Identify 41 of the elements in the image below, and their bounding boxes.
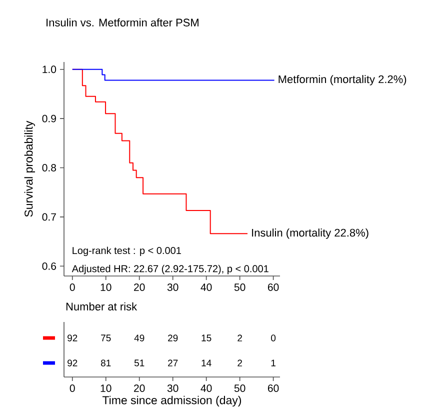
x-tick-label: 40 [200,384,212,392]
data-label: 27 [168,360,178,366]
data-label: 2 [238,334,242,342]
chart-title: Number at risk [66,302,138,310]
x-tick-label: 30 [167,284,178,291]
y-tick-label: 1.0 [42,66,56,74]
x-tick-label: 10 [100,384,112,392]
chart-title: Insulin vs. Metformin after PSM [46,18,198,26]
series-label: Metformin (mortality 2.2%) [278,75,406,86]
data-label: 2 [238,360,242,366]
y-axis-title: Survival probability [24,120,36,217]
x-tick-label: 50 [234,284,246,291]
x-tick-label: 60 [268,284,279,291]
data-label: 29 [168,334,178,342]
x-tick-label: 0 [70,384,75,392]
y-tick-label: 0.8 [42,164,56,172]
y-tick-label: 0.7 [42,213,56,221]
annotation: Log-rank test : p < 0.001 [72,246,181,256]
data-label: 15 [202,334,212,342]
data-label: 0 [271,334,276,342]
data-label: 92 [68,334,78,342]
x-tick-label: 50 [234,384,246,392]
data-label: 92 [68,360,78,366]
x-tick-label: 0 [70,284,75,291]
annotation: Adjusted HR: 22.67 (2.92-175.72), p < 0.001 [72,264,268,274]
x-tick-label: 20 [134,284,145,291]
data-label: 81 [100,360,111,366]
x-tick-label: 40 [200,284,212,291]
x-axis-title: Time since admission (day) [102,396,242,407]
x-tick-label: 10 [100,284,112,291]
data-label: 1 [271,360,276,366]
data-label: 75 [101,334,111,342]
data-label: 51 [134,360,144,366]
y-tick-label: 0.9 [42,114,56,122]
x-tick-label: 30 [167,384,178,392]
series-label: Insulin (mortality 22.8%) [252,228,368,239]
x-tick-label: 20 [134,384,145,392]
data-label: 49 [134,334,144,342]
data-label: 14 [202,360,212,366]
y-tick-label: 0.6 [42,262,56,270]
x-tick-label: 60 [268,384,279,392]
